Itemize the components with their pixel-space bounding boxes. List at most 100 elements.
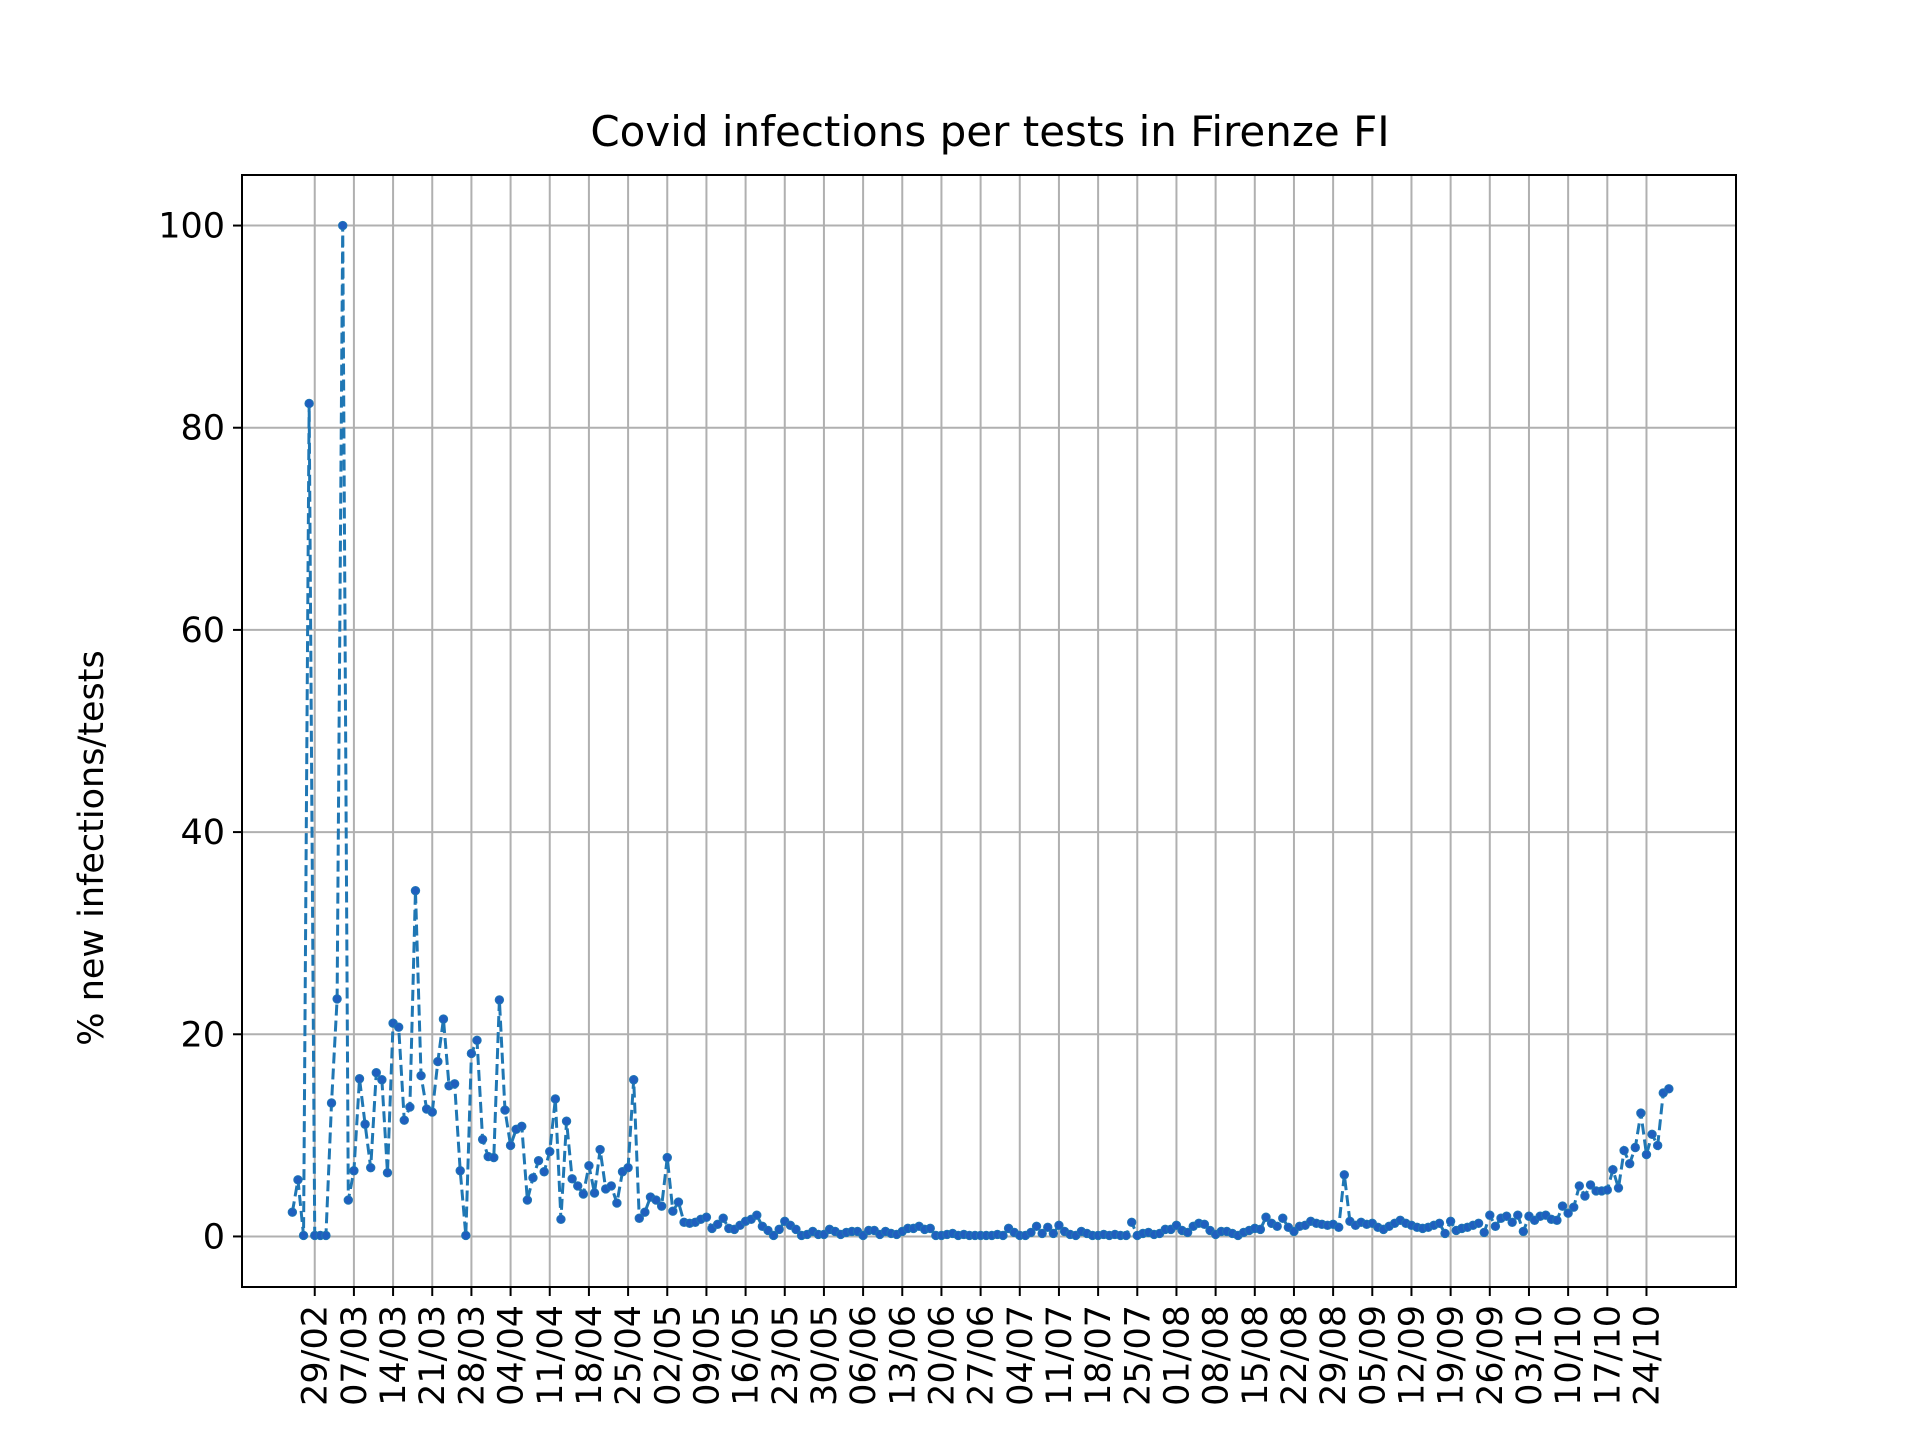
data-point	[528, 1173, 538, 1183]
data-point	[522, 1195, 533, 1205]
data-point	[612, 1198, 622, 1208]
x-tick-label: 15/08	[1236, 1305, 1276, 1406]
data-point	[321, 1230, 331, 1241]
data-point	[427, 1107, 437, 1117]
x-tick-label: 05/09	[1353, 1305, 1393, 1406]
data-point	[673, 1197, 684, 1207]
data-point	[1585, 1180, 1596, 1190]
plot-area-frame	[241, 174, 1737, 1288]
data-point	[1552, 1215, 1562, 1225]
data-point	[1518, 1226, 1529, 1237]
data-point	[1026, 1227, 1036, 1238]
data-point	[550, 1094, 561, 1104]
data-point	[1479, 1227, 1489, 1238]
data-point	[1126, 1217, 1137, 1228]
data-point	[651, 1195, 661, 1205]
data-point	[433, 1056, 443, 1067]
data-point	[438, 1014, 449, 1024]
data-point	[366, 1163, 376, 1173]
data-point	[1574, 1181, 1585, 1191]
data-point	[668, 1206, 678, 1216]
x-tick-label: 16/05	[727, 1305, 767, 1406]
data-point	[718, 1213, 728, 1223]
x-tick-label: 02/05	[648, 1305, 688, 1406]
x-tick-label: 18/07	[1079, 1305, 1119, 1406]
grid-lines	[242, 175, 1736, 1287]
data-point	[1608, 1165, 1618, 1175]
x-tick-label: 03/10	[1510, 1305, 1550, 1406]
data-point	[416, 1071, 426, 1081]
data-point	[405, 1102, 415, 1112]
data-point	[1473, 1218, 1484, 1229]
data-point	[1613, 1183, 1624, 1193]
data-point	[1619, 1145, 1629, 1156]
x-tick-label: 07/03	[335, 1305, 375, 1406]
x-tick-label: 20/06	[922, 1305, 962, 1406]
x-tick-label: 29/02	[296, 1305, 336, 1406]
data-point	[382, 1168, 393, 1178]
data-point	[640, 1207, 650, 1217]
data-point	[573, 1181, 583, 1191]
x-tick-label: 14/03	[374, 1305, 414, 1406]
data-point	[1507, 1217, 1517, 1228]
x-tick-label: 30/05	[805, 1305, 845, 1406]
data-point	[1043, 1222, 1053, 1233]
data-point	[589, 1188, 600, 1198]
data-point	[712, 1219, 723, 1230]
data-point	[998, 1230, 1008, 1241]
data-point	[399, 1115, 409, 1125]
data-point	[1278, 1213, 1288, 1223]
data-point	[1255, 1224, 1266, 1235]
data-point	[517, 1121, 527, 1131]
data-point	[466, 1048, 477, 1059]
data-point	[1339, 1170, 1350, 1180]
data-point	[578, 1189, 589, 1199]
x-tick-label: 27/06	[962, 1305, 1002, 1406]
data-point	[1037, 1228, 1047, 1239]
data-point	[455, 1166, 465, 1176]
data-point	[539, 1167, 549, 1177]
data-point	[662, 1152, 672, 1163]
data-point	[461, 1230, 471, 1241]
data-point	[1434, 1218, 1445, 1229]
data-point	[1490, 1221, 1501, 1232]
x-tick-label: 22/08	[1275, 1305, 1315, 1406]
data-point	[1182, 1227, 1193, 1238]
data-point	[1630, 1142, 1640, 1153]
data-point	[505, 1140, 516, 1151]
data-point	[354, 1074, 365, 1084]
y-axis-label: % new infections/tests	[72, 650, 112, 1045]
data-point	[567, 1174, 577, 1184]
x-tick-label: 01/08	[1157, 1305, 1197, 1406]
data-point	[326, 1098, 337, 1108]
data-point	[1664, 1084, 1674, 1094]
x-tick-label: 24/10	[1627, 1305, 1667, 1406]
data-point	[377, 1075, 387, 1085]
data-point	[1199, 1219, 1210, 1230]
data-point	[1641, 1149, 1652, 1160]
data-point	[1031, 1221, 1042, 1232]
data-point	[1048, 1228, 1059, 1239]
data-point	[1563, 1208, 1573, 1218]
data-point	[533, 1155, 544, 1166]
data-point	[494, 995, 505, 1005]
y-tick-label: 100	[158, 207, 225, 247]
y-tick-label: 60	[180, 611, 225, 651]
data-point	[360, 1119, 370, 1129]
x-tick-label: 06/06	[844, 1305, 884, 1406]
x-tick-label: 17/10	[1588, 1305, 1628, 1406]
data-point	[634, 1213, 644, 1223]
data-point	[1445, 1216, 1456, 1226]
x-tick-label: 10/10	[1549, 1305, 1589, 1406]
x-tick-label: 12/09	[1392, 1305, 1432, 1406]
x-tick-label: 04/04	[492, 1305, 532, 1406]
data-point	[545, 1146, 555, 1157]
data-point	[752, 1210, 762, 1220]
x-tick-label: 08/08	[1197, 1305, 1237, 1406]
data-point	[1054, 1220, 1064, 1231]
data-point	[287, 1207, 298, 1217]
data-point	[701, 1212, 712, 1222]
data-point	[1334, 1222, 1344, 1233]
data-point	[1485, 1210, 1495, 1220]
